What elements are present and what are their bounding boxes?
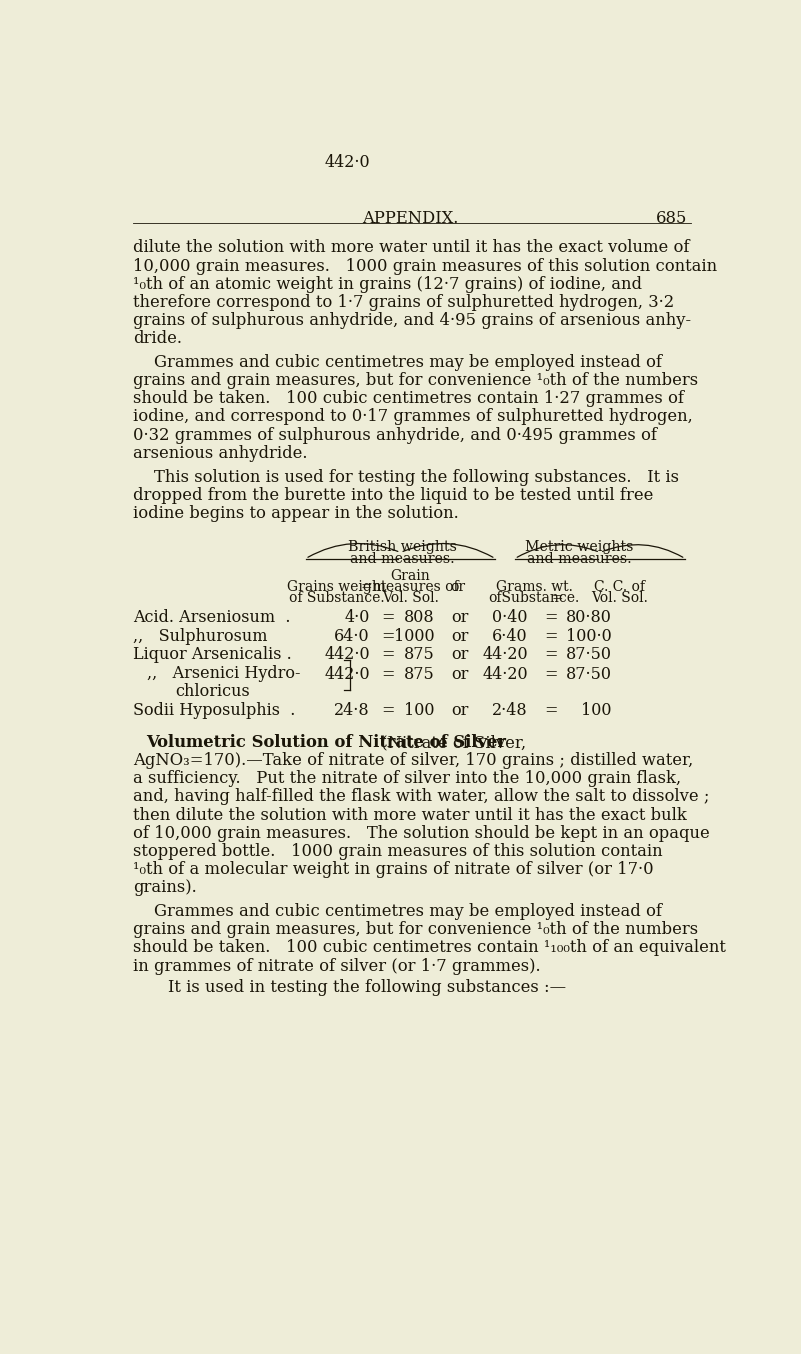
Text: 442·0: 442·0 <box>324 666 370 684</box>
Text: =: = <box>545 628 558 645</box>
Text: chloricus: chloricus <box>175 684 250 700</box>
Text: therefore correspond to 1·7 grains of sulphuretted hydrogen, 3·2: therefore correspond to 1·7 grains of su… <box>133 294 674 311</box>
Text: and, having half-filled the flask with water, allow the salt to dissolve ;: and, having half-filled the flask with w… <box>133 788 709 806</box>
Text: =: = <box>381 646 395 663</box>
Text: =: = <box>552 590 563 605</box>
Text: (Nitrate of Silver,: (Nitrate of Silver, <box>376 734 526 751</box>
Text: =: = <box>381 628 395 645</box>
Text: or: or <box>451 628 469 645</box>
Text: 442·0: 442·0 <box>324 646 370 663</box>
Text: dilute the solution with more water until it has the exact volume of: dilute the solution with more water unti… <box>133 240 689 256</box>
Text: =: = <box>545 609 558 627</box>
Text: =: = <box>545 646 558 663</box>
Text: Sodii Hyposulphis  .: Sodii Hyposulphis . <box>133 701 295 719</box>
Text: 24·8: 24·8 <box>334 701 370 719</box>
Text: 4·0: 4·0 <box>344 609 370 627</box>
Text: 442·0: 442·0 <box>324 154 370 171</box>
Text: grains of sulphurous anhydride, and 4·95 grains of arsenious anhy-: grains of sulphurous anhydride, and 4·95… <box>133 311 690 329</box>
Text: Acid. Arseniosum  .: Acid. Arseniosum . <box>133 609 290 627</box>
Text: 87·50: 87·50 <box>566 666 612 684</box>
Text: 100·0: 100·0 <box>566 628 612 645</box>
Text: ¹₀th of a molecular weight in grains of nitrate of silver (or 17·0: ¹₀th of a molecular weight in grains of … <box>133 861 654 877</box>
Text: 64·0: 64·0 <box>334 628 370 645</box>
Text: 80·80: 80·80 <box>566 609 612 627</box>
Text: =: = <box>381 609 395 627</box>
Text: iodine begins to appear in the solution.: iodine begins to appear in the solution. <box>133 505 458 523</box>
Text: Vol. Sol.: Vol. Sol. <box>382 590 439 605</box>
Text: arsenious anhydride.: arsenious anhydride. <box>133 444 307 462</box>
Text: =: = <box>545 666 558 684</box>
Text: and measures.: and measures. <box>527 552 631 566</box>
Text: of 10,000 grain measures.   The solution should be kept in an opaque: of 10,000 grain measures. The solution s… <box>133 825 710 842</box>
Text: APPENDIX.: APPENDIX. <box>362 210 458 227</box>
Text: then dilute the solution with more water until it has the exact bulk: then dilute the solution with more water… <box>133 807 686 823</box>
Text: 1000: 1000 <box>394 628 435 645</box>
Text: grains and grain measures, but for convenience ¹₀th of the numbers: grains and grain measures, but for conve… <box>133 372 698 390</box>
Text: 0·40: 0·40 <box>493 609 528 627</box>
Text: Liquor Arsenicalis .: Liquor Arsenicalis . <box>133 646 292 663</box>
Text: This solution is used for testing the following substances.   It is: This solution is used for testing the fo… <box>133 468 678 486</box>
Text: 0·32 grammes of sulphurous anhydride, and 0·495 grammes of: 0·32 grammes of sulphurous anhydride, an… <box>133 427 657 444</box>
Text: dropped from the burette into the liquid to be tested until free: dropped from the burette into the liquid… <box>133 487 653 504</box>
Text: 685: 685 <box>655 210 686 227</box>
Text: ¹₀th of an atomic weight in grains (12·7 grains) of iodine, and: ¹₀th of an atomic weight in grains (12·7… <box>133 276 642 292</box>
Text: in grammes of nitrate of silver (or 1·7 grammes).: in grammes of nitrate of silver (or 1·7 … <box>133 957 541 975</box>
Text: Grammes and cubic centimetres may be employed instead of: Grammes and cubic centimetres may be emp… <box>133 355 662 371</box>
Text: 100: 100 <box>581 701 612 719</box>
Text: Grains weight: Grains weight <box>287 581 386 594</box>
Text: 44·20: 44·20 <box>482 666 528 684</box>
Text: and measures.: and measures. <box>350 552 455 566</box>
Text: =: = <box>381 701 395 719</box>
Text: grains and grain measures, but for convenience ¹₀th of the numbers: grains and grain measures, but for conve… <box>133 921 698 938</box>
Text: Grams. wt.: Grams. wt. <box>496 581 573 594</box>
Text: British weights: British weights <box>348 540 457 554</box>
Text: ,,   Arsenici Hydro-: ,, Arsenici Hydro- <box>147 665 300 682</box>
Text: grains).: grains). <box>133 879 196 896</box>
Text: 44·20: 44·20 <box>482 646 528 663</box>
Text: =: = <box>545 701 558 719</box>
Text: ,,   Sulphurosum: ,, Sulphurosum <box>133 628 268 645</box>
Text: 6·40: 6·40 <box>493 628 528 645</box>
Text: of Substance.: of Substance. <box>288 590 384 605</box>
Text: Metric weights: Metric weights <box>525 540 634 554</box>
Text: =measures of: =measures of <box>361 581 459 594</box>
Text: 10,000 grain measures.   1000 grain measures of this solution contain: 10,000 grain measures. 1000 grain measur… <box>133 257 717 275</box>
Text: 875: 875 <box>405 666 435 684</box>
Text: stoppered bottle.   1000 grain measures of this solution contain: stoppered bottle. 1000 grain measures of… <box>133 842 662 860</box>
Text: or: or <box>451 666 469 684</box>
Text: 87·50: 87·50 <box>566 646 612 663</box>
Text: 100: 100 <box>405 701 435 719</box>
Text: 2·48: 2·48 <box>493 701 528 719</box>
Text: or: or <box>451 581 465 594</box>
Text: It is used in testing the following substances :—: It is used in testing the following subs… <box>147 979 566 997</box>
Text: or: or <box>451 701 469 719</box>
Text: or: or <box>451 609 469 627</box>
Text: =: = <box>381 666 395 684</box>
Text: ofSubstance.: ofSubstance. <box>489 590 580 605</box>
Text: AgNO₃=170).—Take of nitrate of silver, 170 grains ; distilled water,: AgNO₃=170).—Take of nitrate of silver, 1… <box>133 753 693 769</box>
Text: 875: 875 <box>405 646 435 663</box>
Text: a sufficiency.   Put the nitrate of silver into the 10,000 grain flask,: a sufficiency. Put the nitrate of silver… <box>133 770 681 788</box>
Text: 808: 808 <box>405 609 435 627</box>
Text: or: or <box>451 646 469 663</box>
Text: Grammes and cubic centimetres may be employed instead of: Grammes and cubic centimetres may be emp… <box>133 903 662 921</box>
Text: C. C. of: C. C. of <box>594 581 645 594</box>
Text: Grain: Grain <box>390 570 430 584</box>
Text: should be taken.   100 cubic centimetres contain 1·27 grammes of: should be taken. 100 cubic centimetres c… <box>133 390 684 408</box>
Text: dride.: dride. <box>133 330 182 347</box>
Text: iodine, and correspond to 0·17 grammes of sulphuretted hydrogen,: iodine, and correspond to 0·17 grammes o… <box>133 409 692 425</box>
Text: Vol. Sol.: Vol. Sol. <box>591 590 648 605</box>
Text: should be taken.   100 cubic centimetres contain ¹₁₀₀th of an equivalent: should be taken. 100 cubic centimetres c… <box>133 940 726 956</box>
Text: Volumetric Solution of Nitrate of Silver: Volumetric Solution of Nitrate of Silver <box>147 734 506 751</box>
